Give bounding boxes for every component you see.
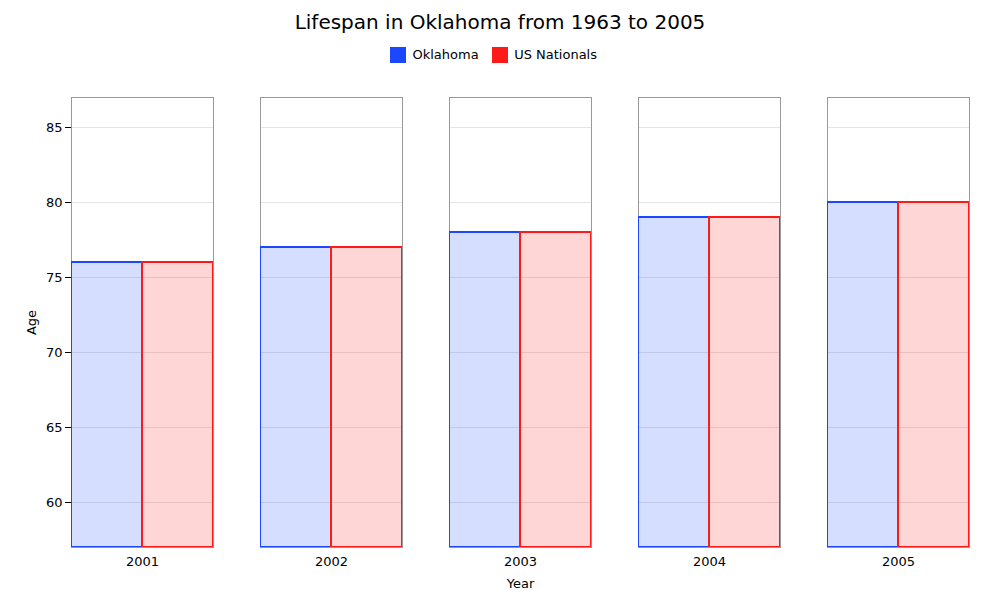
svg-text:2001: 2001 xyxy=(126,553,159,568)
svg-text:2004: 2004 xyxy=(693,553,726,568)
svg-text:Year: Year xyxy=(506,575,535,590)
svg-text:60: 60 xyxy=(46,494,63,509)
svg-text:2005: 2005 xyxy=(882,553,915,568)
svg-text:80: 80 xyxy=(46,194,63,209)
html-text:Lifespan in Oklahoma from 1963: Lifespan in Oklahoma from 1963 to 2005 xyxy=(294,10,706,34)
svg-text:2002: 2002 xyxy=(315,553,348,568)
svg-text:65: 65 xyxy=(46,419,63,434)
html-text:Oklahoma: Oklahoma xyxy=(412,47,479,62)
html-text:US Nationals: US Nationals xyxy=(514,47,597,62)
svg-text:70: 70 xyxy=(46,344,63,359)
svg-text:85: 85 xyxy=(46,119,63,134)
svg-text:75: 75 xyxy=(46,269,63,284)
svg-text:2003: 2003 xyxy=(504,553,537,568)
svg-text:Age: Age xyxy=(24,309,39,334)
